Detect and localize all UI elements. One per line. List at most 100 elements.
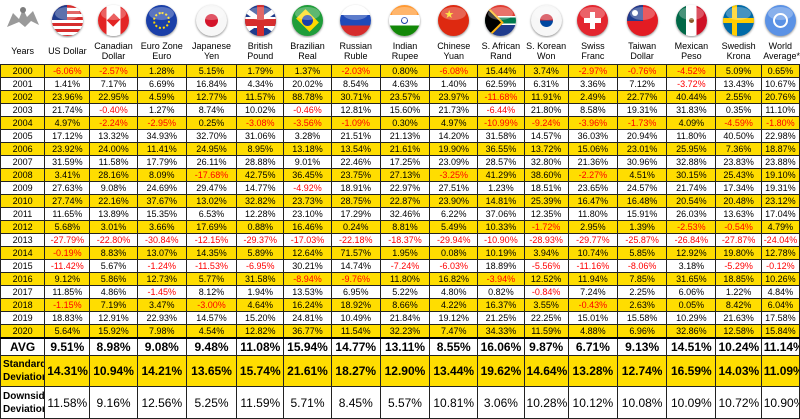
return-cell: 34.33% xyxy=(477,324,525,339)
return-cell: 1.27% xyxy=(136,103,187,117)
canada-flag-icon xyxy=(98,4,130,36)
return-cell: -22.18% xyxy=(330,233,381,247)
year-cell: 2010 xyxy=(0,194,46,208)
table-row: 2011 11.65% 13.89% 15.35% 6.53% 12.28% 23.10% 1… xyxy=(0,207,800,221)
return-cell: -5.56% xyxy=(523,259,569,273)
eu-flag-icon xyxy=(146,4,178,36)
return-cell: 11.10% xyxy=(760,103,800,117)
return-cell: 9.08% xyxy=(89,181,138,195)
return-cell: 12.77% xyxy=(185,90,238,104)
return-cell: 5.89% xyxy=(236,246,285,260)
return-cell: 17.58% xyxy=(760,311,800,325)
return-cell: -1.73% xyxy=(616,116,668,130)
summary-value-cell: 9.48% xyxy=(185,337,238,356)
summary-value-cell: 12.90% xyxy=(379,355,431,387)
year-cell: 2016 xyxy=(0,272,46,286)
summary-row-standard-deviation: Standard Deviation 14.31% 10.94% 14.21% 13.6… xyxy=(0,355,800,387)
year-cell: 2015 xyxy=(0,259,46,273)
return-cell: 2.63% xyxy=(616,298,668,312)
return-cell: -25.87% xyxy=(616,233,668,247)
return-cell: 4.80% xyxy=(429,285,479,299)
return-cell: 0.05% xyxy=(666,298,717,312)
return-cell: -30.84% xyxy=(136,233,187,247)
return-cell: 23.57% xyxy=(379,90,431,104)
return-cell: 18.92% xyxy=(330,298,381,312)
return-cell: 31.06% xyxy=(236,129,285,143)
return-cell: 23.73% xyxy=(283,194,332,208)
year-cell: 2005 xyxy=(0,129,46,143)
return-cell: 34.93% xyxy=(136,129,187,143)
return-cell: -29.77% xyxy=(567,233,619,247)
un-flag-icon xyxy=(764,4,796,36)
return-cell: 0.25% xyxy=(185,116,238,130)
return-cell: -3.94% xyxy=(477,272,525,286)
return-cell: 12.92% xyxy=(666,246,717,260)
return-cell: 25.95% xyxy=(666,142,717,156)
taiwan-flag-icon xyxy=(626,4,658,36)
summary-value-cell: 19.62% xyxy=(477,355,525,387)
return-cell: -11.16% xyxy=(567,259,619,273)
return-cell: 23.65% xyxy=(567,181,619,195)
return-cell: 5.22% xyxy=(379,285,431,299)
return-cell: 15.84% xyxy=(760,324,800,339)
return-cell: 4.59% xyxy=(136,90,187,104)
summary-value-cell: 11.59% xyxy=(236,386,285,419)
return-cell: 36.45% xyxy=(283,168,332,182)
return-cell: 16.47% xyxy=(567,194,619,208)
header-row: Years US Dollar Canadian Dollar Euro Zone … xyxy=(1,38,799,65)
summary-value-cell: 5.25% xyxy=(185,386,238,419)
return-cell: 31.65% xyxy=(666,272,717,286)
summary-value-cell: 9.08% xyxy=(136,337,187,356)
return-cell: -3.72% xyxy=(666,77,717,91)
return-cell: 5.86% xyxy=(89,272,138,286)
return-cell: 0.88% xyxy=(236,220,285,234)
return-cell: 14.57% xyxy=(523,129,569,143)
return-cell: 7.12% xyxy=(616,77,668,91)
return-cell: 16.37% xyxy=(477,298,525,312)
return-cell: 11.65% xyxy=(44,207,91,221)
return-cell: 23.92% xyxy=(44,142,91,156)
summary-value-cell: 10.94% xyxy=(89,355,138,387)
return-cell: 4.64% xyxy=(236,298,285,312)
return-cell: 37.06% xyxy=(477,207,525,221)
return-cell: 20.76% xyxy=(760,90,800,104)
return-cell: 2.25% xyxy=(616,285,668,299)
table-row: 2003 21.74% -0.40% 1.27% 8.74% 10.02% -0.46% 12… xyxy=(0,103,800,117)
summary-value-cell: 14.51% xyxy=(666,337,717,356)
year-cell: 2018 xyxy=(0,298,46,312)
return-cell: -3.25% xyxy=(429,168,479,182)
return-cell: 16.84% xyxy=(185,77,238,91)
return-cell: 20.54% xyxy=(666,194,717,208)
return-cell: -1.72% xyxy=(523,220,569,234)
return-cell: 21.84% xyxy=(379,311,431,325)
year-cell: 2004 xyxy=(0,116,46,130)
return-cell: 5.64% xyxy=(44,324,91,339)
return-cell: 32.23% xyxy=(379,324,431,339)
uk-flag-icon xyxy=(244,4,276,36)
return-cell: 8.12% xyxy=(185,285,238,299)
return-cell: 20.48% xyxy=(715,194,762,208)
return-cell: 32.88% xyxy=(666,155,717,169)
return-cell: 11.91% xyxy=(523,90,569,104)
column-header-chinese-yuan: Chinese Yuan xyxy=(437,41,471,61)
summary-value-cell: 14.64% xyxy=(523,355,569,387)
return-cell: 40.44% xyxy=(666,90,717,104)
summary-value-cell: 9.51% xyxy=(44,337,91,356)
table-row: 2013 -27.79% -22.80% -30.84% -12.15% -29.37% -… xyxy=(0,233,800,247)
return-cell: -4.59% xyxy=(715,116,762,130)
return-cell: 1.37% xyxy=(283,64,332,78)
return-cell: 0.30% xyxy=(379,116,431,130)
return-cell: 22.93% xyxy=(136,311,187,325)
china-flag-icon: ★ xyxy=(438,4,470,36)
return-cell: 30.71% xyxy=(330,90,381,104)
summary-value-cell: 11.58% xyxy=(44,386,91,419)
return-cell: -11.53% xyxy=(185,259,238,273)
year-cell: 2007 xyxy=(0,155,46,169)
return-cell: -6.06% xyxy=(44,64,91,78)
return-cell: 15.60% xyxy=(379,103,431,117)
column-header-swedish-krona: Swedish Krona xyxy=(721,41,756,61)
return-cell: -9.24% xyxy=(523,116,569,130)
return-cell: 10.74% xyxy=(567,246,619,260)
return-cell: -6.03% xyxy=(429,259,479,273)
table-row: 2016 9.12% 5.86% 12.73% 5.77% 31.58% -8.94% -9.… xyxy=(0,272,800,286)
